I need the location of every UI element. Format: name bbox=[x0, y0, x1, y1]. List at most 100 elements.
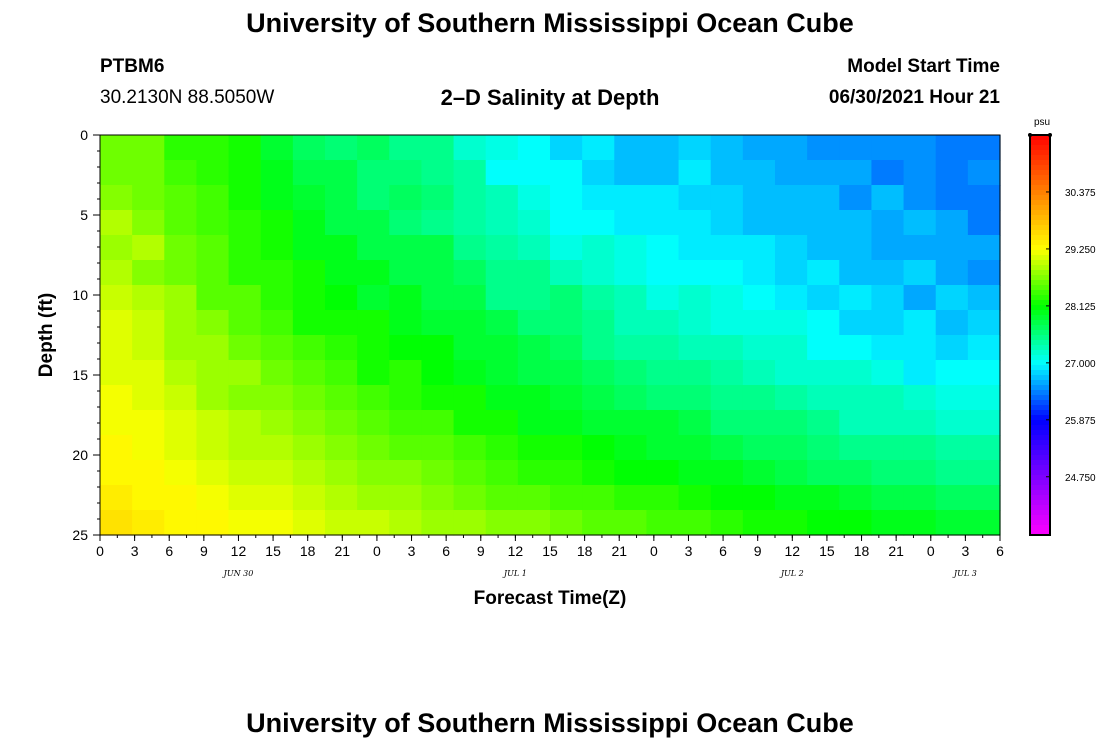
heatmap-cell bbox=[935, 185, 969, 211]
heatmap-cell bbox=[485, 410, 519, 436]
heatmap-cell bbox=[807, 210, 840, 236]
heatmap-cell bbox=[839, 410, 873, 436]
heatmap-cell bbox=[485, 360, 519, 386]
heatmap-cell bbox=[517, 210, 551, 236]
heatmap-cell bbox=[967, 260, 1001, 286]
heatmap-cell bbox=[196, 435, 230, 461]
heatmap-cell bbox=[164, 135, 198, 161]
heatmap-cell bbox=[325, 160, 358, 186]
heatmap-cell bbox=[260, 285, 294, 311]
heatmap-cell bbox=[132, 385, 165, 411]
colorbar-segment bbox=[1030, 150, 1050, 156]
heatmap-cell bbox=[260, 460, 294, 486]
heatmap-cell bbox=[132, 335, 165, 361]
heatmap-cell bbox=[228, 460, 262, 486]
heatmap-cell bbox=[260, 385, 294, 411]
heatmap-cell bbox=[260, 510, 294, 536]
chart-title: 2–D Salinity at Depth bbox=[440, 85, 660, 110]
heatmap-cell bbox=[903, 460, 937, 486]
heatmap-cell bbox=[164, 310, 198, 336]
heatmap-cell bbox=[517, 435, 551, 461]
heatmap-cell bbox=[292, 360, 326, 386]
colorbar: 30.375 29.250 28.125 27.000 25.875 24.750 bbox=[1028, 133, 1096, 536]
heatmap-cell bbox=[807, 285, 840, 311]
heatmap-cell bbox=[871, 510, 905, 536]
x-tick-label: 21 bbox=[611, 543, 627, 559]
heatmap-cell bbox=[775, 510, 808, 536]
heatmap-cell bbox=[292, 335, 326, 361]
x-tick-label: 0 bbox=[96, 543, 104, 559]
heatmap-cell bbox=[967, 435, 1001, 461]
heatmap-cell bbox=[646, 435, 680, 461]
heatmap-cell bbox=[903, 160, 937, 186]
heatmap-cell bbox=[389, 385, 423, 411]
x-tick-label: 3 bbox=[961, 543, 969, 559]
heatmap-cell bbox=[132, 235, 165, 261]
heatmap-cell bbox=[228, 410, 262, 436]
heatmap-cell bbox=[678, 360, 712, 386]
colorbar-segment bbox=[1030, 465, 1050, 471]
colorbar-segment bbox=[1030, 520, 1050, 526]
heatmap-cell bbox=[742, 310, 776, 336]
heatmap-cell bbox=[132, 510, 165, 536]
page-title: University of Southern Mississippi Ocean… bbox=[246, 8, 854, 38]
heatmap-cell bbox=[421, 410, 455, 436]
heatmap-cell bbox=[453, 360, 487, 386]
heatmap-cell bbox=[389, 160, 423, 186]
date-label: JUL 2 bbox=[779, 569, 804, 578]
x-tick-label: 15 bbox=[265, 543, 281, 559]
heatmap-cell bbox=[742, 510, 776, 536]
heatmap-cell bbox=[807, 310, 840, 336]
colorbar-tick-label: 24.750 bbox=[1065, 473, 1096, 484]
heatmap-cell bbox=[775, 435, 808, 461]
heatmap-cell bbox=[742, 385, 776, 411]
heatmap-cell bbox=[292, 485, 326, 511]
colorbar-segment bbox=[1030, 210, 1050, 216]
heatmap-cell bbox=[935, 135, 969, 161]
heatmap-cell bbox=[485, 510, 519, 536]
heatmap-cell bbox=[453, 485, 487, 511]
heatmap-cell bbox=[614, 160, 648, 186]
heatmap-cell bbox=[292, 510, 326, 536]
heatmap-cell bbox=[614, 410, 648, 436]
colorbar-segment bbox=[1030, 360, 1050, 366]
heatmap-cell bbox=[646, 460, 680, 486]
heatmap-cell bbox=[646, 310, 680, 336]
heatmap-cell bbox=[871, 410, 905, 436]
x-tick-label: 3 bbox=[408, 543, 416, 559]
heatmap-cell bbox=[292, 435, 326, 461]
heatmap-cell bbox=[228, 210, 262, 236]
heatmap-cell bbox=[196, 385, 230, 411]
heatmap-cell bbox=[935, 510, 969, 536]
heatmap-cell bbox=[807, 435, 840, 461]
heatmap-cell bbox=[742, 460, 776, 486]
heatmap-cell bbox=[357, 435, 390, 461]
heatmap-cell bbox=[871, 235, 905, 261]
heatmap-cell bbox=[678, 510, 712, 536]
heatmap-cell bbox=[550, 510, 583, 536]
heatmap-cell bbox=[807, 510, 840, 536]
heatmap-cell bbox=[839, 310, 873, 336]
heatmap-cell bbox=[421, 260, 455, 286]
heatmap-cell bbox=[614, 210, 648, 236]
heatmap-cell bbox=[196, 360, 230, 386]
heatmap-cell bbox=[678, 485, 712, 511]
heatmap-cell bbox=[100, 335, 133, 361]
heatmap-cell bbox=[582, 410, 615, 436]
heatmap-cell bbox=[903, 485, 937, 511]
heatmap-cell bbox=[710, 210, 744, 236]
heatmap-cell bbox=[260, 160, 294, 186]
heatmap-cell bbox=[614, 460, 648, 486]
heatmap-cell bbox=[421, 485, 455, 511]
heatmap-cell bbox=[196, 210, 230, 236]
heatmap-cell bbox=[164, 260, 198, 286]
colorbar-segment bbox=[1030, 450, 1050, 456]
heatmap-cell bbox=[228, 485, 262, 511]
heatmap-cell bbox=[132, 135, 165, 161]
heatmap-cell bbox=[967, 385, 1001, 411]
heatmap-cell bbox=[453, 410, 487, 436]
heatmap-cell bbox=[389, 510, 423, 536]
heatmap-cell bbox=[132, 460, 165, 486]
heatmap-cell bbox=[967, 310, 1001, 336]
heatmap-cell bbox=[453, 385, 487, 411]
